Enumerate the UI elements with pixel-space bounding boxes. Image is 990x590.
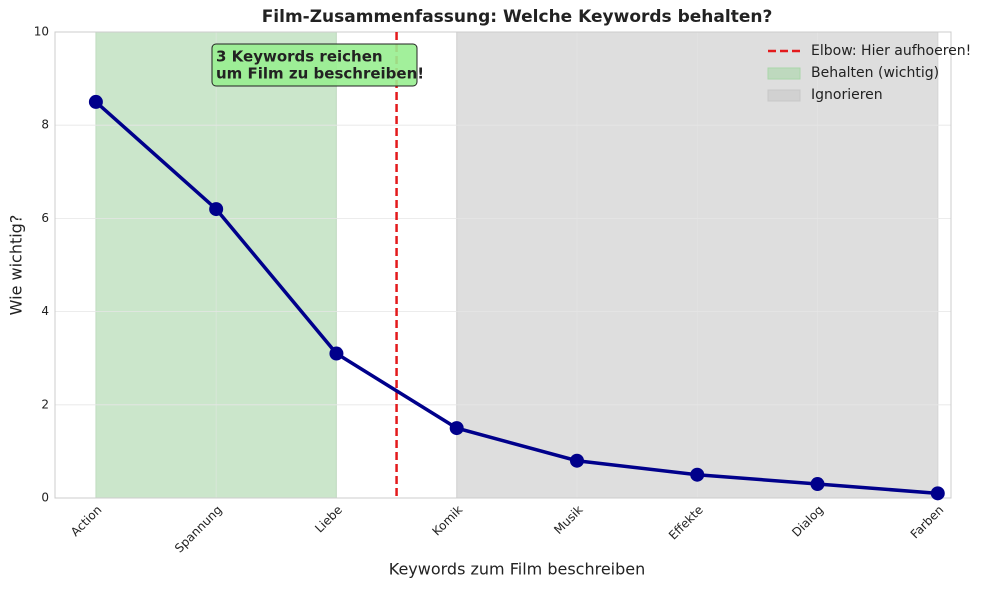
- x-tick-label: Spannung: [172, 503, 225, 556]
- annotation: 3 Keywords reichen: [216, 48, 383, 66]
- y-tick-label: 0: [41, 491, 49, 505]
- plot-frame: [54, 31, 952, 499]
- y-tick-label: 10: [34, 25, 49, 39]
- point: [88, 94, 103, 109]
- legend-swatch: [767, 67, 801, 80]
- point: [930, 486, 945, 501]
- point: [209, 202, 224, 217]
- y-tick-label: 8: [41, 118, 49, 132]
- line: [94, 100, 938, 496]
- annotation: um Film zu beschreiben!: [216, 65, 424, 83]
- legend-label: Behalten (wichtig): [811, 65, 939, 81]
- y-axis-label: Wie wichtig?: [7, 215, 26, 316]
- y-tick-label: 6: [41, 211, 49, 225]
- point: [329, 346, 344, 361]
- x-tick-label: Farben: [908, 503, 947, 542]
- point: [690, 467, 705, 482]
- x-tick-label: Effekte: [666, 503, 706, 543]
- x-tick-label: Musik: [551, 503, 585, 537]
- legend-swatch: [767, 89, 801, 102]
- y-tick-label: 2: [41, 397, 49, 411]
- x-tick-label: Dialog: [789, 503, 826, 540]
- x-tick-label: Action: [68, 503, 104, 539]
- point: [810, 477, 825, 492]
- y-tick-label: 4: [41, 304, 49, 318]
- legend-label: Ignorieren: [811, 87, 883, 103]
- x-axis-label: Keywords zum Film beschreiben: [389, 560, 646, 579]
- chart-title: Film-Zusammenfassung: Welche Keywords be…: [262, 7, 773, 27]
- annotation-box: [211, 43, 418, 87]
- point: [569, 453, 584, 468]
- x-tick-label: Liebe: [312, 503, 345, 536]
- x-tick-label: Komik: [430, 503, 466, 539]
- point: [449, 421, 464, 436]
- legend-label: Elbow: Hier aufhoeren!: [811, 43, 971, 59]
